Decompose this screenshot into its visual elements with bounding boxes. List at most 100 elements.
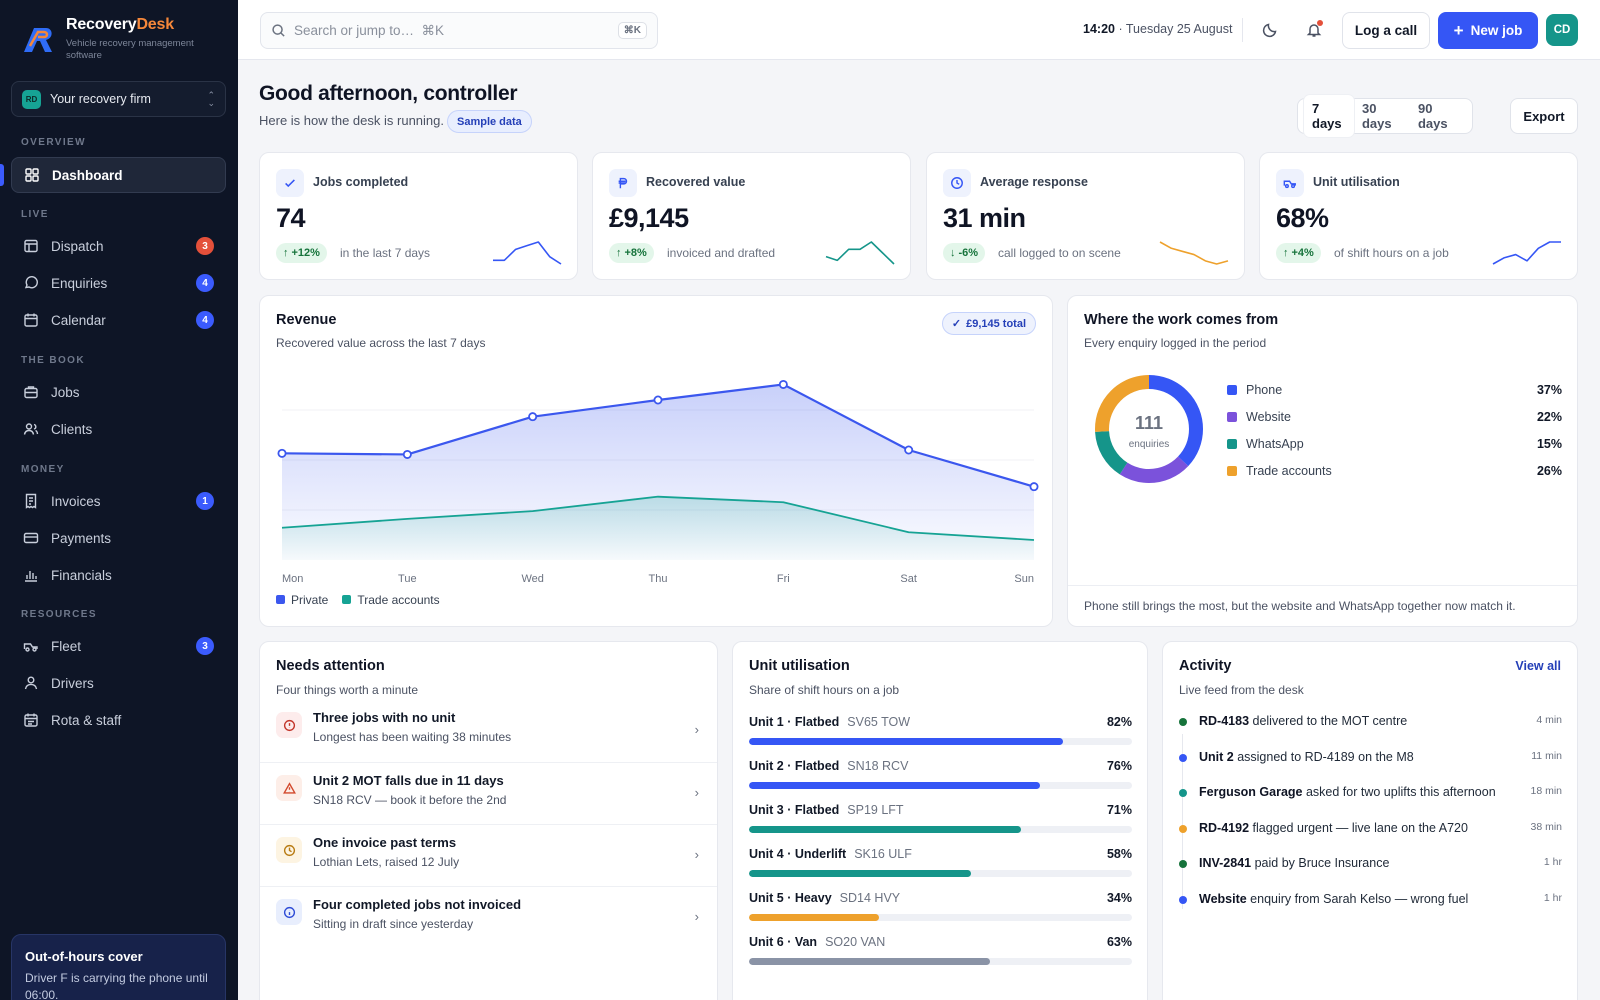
brand[interactable]: RecoveryDesk Vehicle recovery management… [20, 16, 201, 62]
attention-card: Needs attention Four things worth a minu… [259, 641, 718, 1000]
section-overview: OVERVIEW [21, 137, 86, 148]
attention-title: Four completed jobs not invoiced [313, 897, 522, 912]
attention-item[interactable]: One invoice past terms Lothian Lets, rais… [260, 824, 717, 886]
attention-item[interactable]: Four completed jobs not invoiced Sitting … [260, 886, 717, 948]
sidebar-item-jobs[interactable]: Jobs [11, 374, 226, 410]
search-icon [272, 24, 285, 37]
data-point[interactable] [277, 448, 287, 458]
user-icon [24, 676, 38, 690]
sidebar-item-rota[interactable]: Rota & staff [11, 702, 226, 738]
total-badge: ✓ £9,145 total [941, 312, 1036, 335]
x-tick-label: Mon [282, 573, 303, 585]
notifications-button[interactable] [1302, 18, 1326, 42]
attention-item[interactable]: Unit 2 MOT falls due in 11 days SN18 RCV … [260, 762, 717, 824]
view-all-link[interactable]: View all [1515, 659, 1561, 673]
unit-row[interactable]: Unit 1 · Flatbed SV65 TOW 82% [749, 715, 1132, 745]
briefcase-icon [24, 386, 38, 399]
card-subtitle: Every enquiry logged in the period [1084, 336, 1267, 350]
donut-slice[interactable] [1095, 375, 1203, 483]
chevron-right-icon: › [694, 785, 699, 800]
sidebar-item-label: Dashboard [52, 167, 123, 183]
range-90-days[interactable]: 90 days [1417, 101, 1448, 131]
search-input[interactable] [294, 23, 610, 38]
unit-pct: 63% [1106, 935, 1132, 949]
data-point[interactable] [904, 445, 914, 455]
page-subtitle: Here is how the desk is running. [259, 113, 444, 128]
divider [1242, 18, 1243, 42]
progress-track [749, 958, 1132, 965]
sidebar-item-calendar[interactable]: Calendar 4 [11, 302, 226, 338]
clock-time: 14:20 [1083, 22, 1115, 36]
unit-pct: 76% [1106, 759, 1132, 773]
sparkline-path [493, 241, 562, 265]
series-area [282, 496, 1034, 560]
attention-sub: Longest has been waiting 38 minutes [313, 730, 512, 744]
data-point[interactable] [1029, 482, 1039, 492]
search-box[interactable]: ⌘K [260, 12, 658, 49]
kpi-note: in the last 7 days [340, 246, 431, 260]
chevron-right-icon: › [694, 909, 699, 924]
sidebar-item-dispatch[interactable]: Dispatch 3 [11, 228, 226, 264]
sidebar-item-label: Payments [51, 530, 112, 546]
data-point[interactable] [402, 449, 412, 459]
activity-item[interactable]: RD-4192 flagged urgent — live lane on th… [1179, 821, 1562, 835]
kpi-card-response[interactable]: Average response 31 min ↓ -6% call logged… [926, 152, 1245, 280]
sidebar-item-financials[interactable]: Financials [11, 557, 226, 593]
unit-row[interactable]: Unit 6 · Van SO20 VAN 63% [749, 935, 1132, 965]
firm-switcher[interactable]: RD Your recovery firm ⌃ ⌄ [11, 81, 226, 117]
avatar[interactable]: CD [1546, 14, 1578, 46]
alert-circle-icon [276, 712, 302, 738]
attention-item[interactable]: Three jobs with no unit Longest has been … [260, 700, 717, 762]
activity-item[interactable]: Website enquiry from Sarah Kelso — wrong… [1179, 892, 1562, 906]
range-30-days[interactable]: 30 days [1361, 101, 1392, 131]
sidebar-item-drivers[interactable]: Drivers [11, 665, 226, 701]
activity-item[interactable]: RD-4183 delivered to the MOT centre 4 min [1179, 714, 1562, 728]
log-call-button[interactable]: Log a call [1342, 12, 1430, 49]
data-point[interactable] [528, 412, 538, 422]
sidebar-item-label: Clients [51, 421, 93, 437]
donut-total-label: enquiries [1128, 439, 1170, 450]
activity-item[interactable]: Unit 2 assigned to RD-4189 on the M8 11 m… [1179, 750, 1562, 764]
kpi-card-recovered[interactable]: Recovered value £9,145 ↑ +8% invoiced and… [592, 152, 911, 280]
donut-slice[interactable] [1095, 375, 1203, 483]
data-point[interactable] [653, 395, 663, 405]
export-button[interactable]: Export [1510, 98, 1578, 134]
sidebar-item-label: Rota & staff [51, 712, 122, 728]
kpi-card-jobs[interactable]: Jobs completed 74 ↑ +12% in the last 7 da… [259, 152, 578, 280]
unit-pct: 71% [1106, 803, 1132, 817]
activity-item[interactable]: Ferguson Garage asked for two uplifts th… [1179, 785, 1562, 799]
count-badge: 1 [196, 492, 214, 510]
status-dot [1179, 789, 1187, 797]
new-job-button[interactable]: + New job [1438, 12, 1538, 49]
unit-row[interactable]: Unit 2 · Flatbed SN18 RCV 76% [749, 759, 1132, 789]
sidebar-item-fleet[interactable]: Fleet 3 [11, 628, 226, 664]
unit-name: Unit 1 · Flatbed [749, 715, 840, 729]
truck-icon [1276, 169, 1304, 197]
kpi-value: 74 [276, 203, 306, 233]
kpi-card-utilisation[interactable]: Unit utilisation 68% ↑ +4% of shift hours… [1259, 152, 1578, 280]
card-subtitle: Share of shift hours on a job [749, 683, 900, 697]
sidebar-item-payments[interactable]: Payments [11, 520, 226, 556]
sidebar-item-clients[interactable]: Clients [11, 411, 226, 447]
kpi-delta: ↑ +8% [609, 243, 654, 263]
attention-title: One invoice past terms [313, 835, 457, 850]
theme-toggle[interactable] [1258, 18, 1282, 42]
activity-item[interactable]: INV-2841 paid by Bruce Insurance 1 hr [1179, 856, 1562, 870]
firm-name: Your recovery firm [50, 92, 151, 106]
data-point[interactable] [778, 379, 788, 389]
progress-track [749, 738, 1132, 745]
kpi-delta: ↑ +4% [1276, 243, 1321, 263]
status-dot [1179, 895, 1187, 904]
section-live: LIVE [21, 209, 49, 220]
sidebar-item-dashboard[interactable]: Dashboard [11, 157, 226, 193]
unit-reg: SD14 HVY [839, 891, 901, 905]
count-badge: 3 [196, 637, 214, 655]
revenue-card: Revenue Recovered value across the last … [259, 295, 1053, 627]
arrow-down-icon: ↓ [950, 247, 956, 259]
sidebar-item-enquiries[interactable]: Enquiries 4 [11, 265, 226, 301]
unit-row[interactable]: Unit 4 · Underlift SK16 ULF 58% [749, 847, 1132, 877]
unit-row[interactable]: Unit 3 · Flatbed SP19 LFT 71% [749, 803, 1132, 833]
sidebar-item-invoices[interactable]: Invoices 1 [11, 483, 226, 519]
range-7-days[interactable]: 7 days [1304, 95, 1354, 137]
unit-row[interactable]: Unit 5 · Heavy SD14 HVY 34% [749, 891, 1132, 921]
